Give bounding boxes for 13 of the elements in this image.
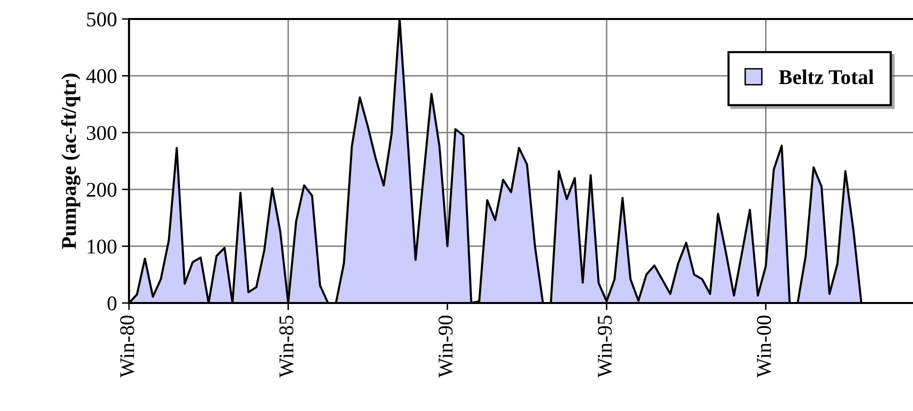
y-tick-label: 400 xyxy=(86,69,116,84)
x-tick-label: Win-90 xyxy=(438,316,453,378)
y-tick-label: 0 xyxy=(108,296,116,310)
y-tick-label: 500 xyxy=(87,12,116,26)
y-tick-label: 200 xyxy=(86,182,116,197)
y-axis-title: Pumpage (ac-ft/qtr) xyxy=(61,74,80,249)
y-tick-label: 100 xyxy=(88,240,116,254)
legend-label: Beltz Total xyxy=(778,70,874,84)
x-tick-label: Win-95 xyxy=(598,316,612,378)
y-tick-label: 300 xyxy=(86,126,116,140)
x-tick-label: Win-85 xyxy=(279,316,294,378)
x-tick-label: Win-80 xyxy=(120,316,134,378)
x-tick-label: Win-00 xyxy=(756,316,772,378)
